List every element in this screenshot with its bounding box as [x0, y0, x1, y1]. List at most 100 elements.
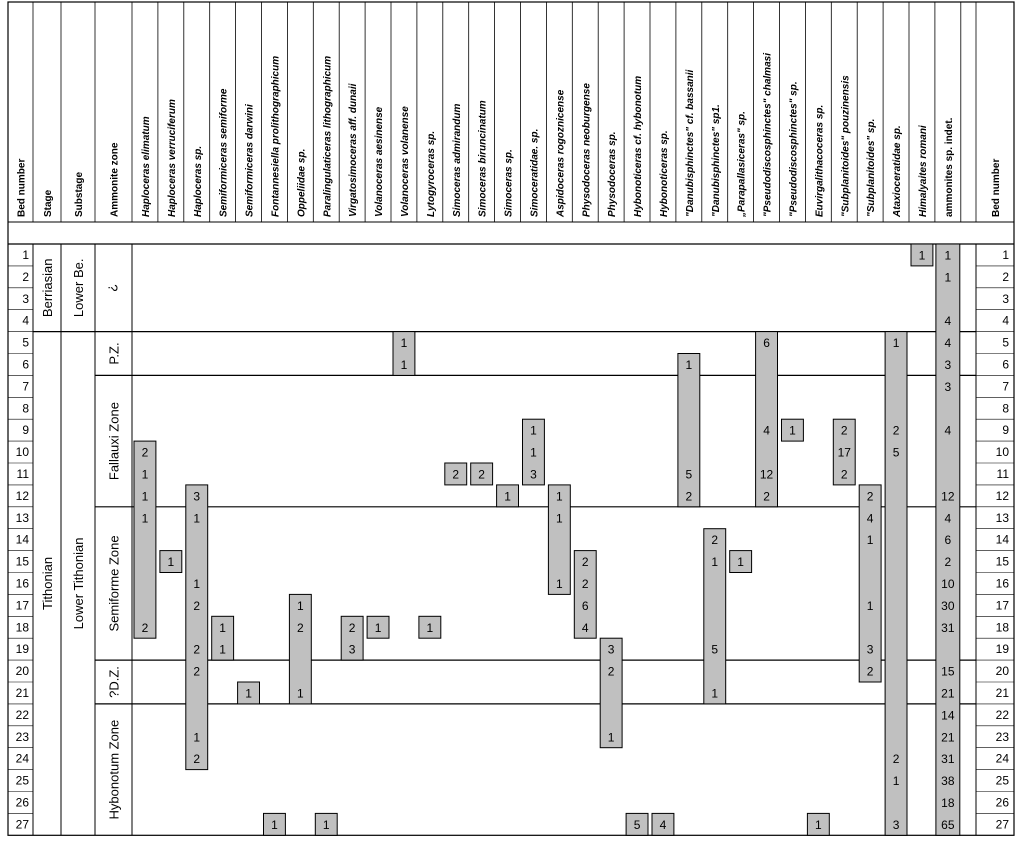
bed-number: 17 — [996, 598, 1010, 612]
count-label: 1 — [556, 577, 563, 591]
count-label: 1 — [245, 686, 252, 700]
count-label: 2 — [478, 467, 485, 481]
range-bar — [884, 331, 908, 836]
bed-number: 16 — [16, 576, 30, 590]
bed-number: 1 — [1002, 248, 1009, 262]
count-label: 1 — [945, 270, 952, 284]
taxon-header: Lytogyroceras sp. — [426, 131, 437, 217]
taxon-header: Haploceras elimatum — [141, 116, 152, 217]
count-label: 5 — [686, 467, 693, 481]
count-label: 38 — [941, 774, 955, 788]
bed-number: 27 — [16, 817, 30, 831]
zone-label: ? — [106, 284, 121, 291]
bed-number: 14 — [16, 533, 30, 547]
column-header: Bed number — [991, 159, 1002, 217]
bed-number: 2 — [22, 270, 29, 284]
count-label: 1 — [867, 599, 874, 613]
taxon-header: Simoceratidae. sp. — [529, 129, 540, 217]
bed-number: 25 — [16, 774, 30, 788]
taxon-header: Semiformiceras semiforme — [219, 88, 230, 217]
count-label: 1 — [686, 358, 693, 372]
range-bar — [832, 418, 856, 486]
count-label: 2 — [297, 621, 304, 635]
range-bar — [133, 440, 157, 639]
taxon-header: "Pseudodiscosphinctes" chalmasi — [763, 53, 774, 217]
count-label: 2 — [893, 752, 900, 766]
taxon-header: Virgatosimoceras aff. dunaii — [348, 83, 359, 217]
count-label: 2 — [686, 489, 693, 503]
count-label: 1 — [867, 533, 874, 547]
taxon-header: Volanoceras aesinense — [374, 106, 385, 217]
count-label: 1 — [556, 489, 563, 503]
range-bar — [729, 550, 753, 573]
count-label: 1 — [504, 489, 511, 503]
count-label: 31 — [941, 752, 955, 766]
count-label: 2 — [142, 621, 149, 635]
stage-label: Berriasian — [40, 259, 55, 318]
bed-number: 22 — [996, 708, 1010, 722]
count-label: 4 — [867, 511, 874, 525]
range-bar — [314, 812, 338, 836]
count-label: 4 — [945, 424, 952, 438]
range-bar — [781, 418, 804, 442]
count-label: 1 — [193, 511, 200, 525]
bed-number: 20 — [16, 664, 30, 678]
count-label: 1 — [401, 358, 408, 372]
count-label: 1 — [608, 730, 615, 744]
bed-number: 3 — [1002, 292, 1009, 306]
taxon-header: Simoceras admirandum — [452, 104, 463, 217]
count-label: 12 — [941, 489, 955, 503]
range-bar — [651, 812, 675, 836]
count-label: 65 — [941, 818, 955, 832]
taxon-header: Physodoceras sp. — [607, 131, 618, 217]
count-label: 1 — [401, 336, 408, 350]
count-label: 1 — [297, 686, 304, 700]
count-label: 1 — [142, 511, 149, 525]
count-label: 17 — [838, 446, 852, 460]
taxon-header: Euvirgalithacoceras sp. — [814, 105, 825, 217]
count-label: 4 — [945, 511, 952, 525]
taxon-header: Aspidoceras rogoznicense — [555, 89, 566, 218]
taxon-header: Hybonoticeras sp. — [659, 130, 670, 217]
taxon-header: Haploceras sp. — [193, 146, 204, 217]
count-label: 2 — [142, 446, 149, 460]
taxon-ranges — [133, 243, 961, 836]
bed-number: 18 — [996, 620, 1010, 634]
count-label: 21 — [941, 730, 955, 744]
range-bar — [935, 243, 961, 836]
count-label: 2 — [945, 555, 952, 569]
count-label: 2 — [193, 643, 200, 657]
count-label: 21 — [941, 686, 955, 700]
range-bar — [910, 243, 934, 267]
substage-label: Lower Be. — [71, 259, 86, 318]
bed-number: 20 — [996, 664, 1010, 678]
column-header: Substage — [74, 172, 85, 217]
count-label: 1 — [142, 467, 149, 481]
bed-number: 8 — [1002, 401, 1009, 415]
count-label: 1 — [271, 818, 278, 832]
count-label: 5 — [711, 643, 718, 657]
range-bar — [340, 615, 364, 661]
zone-label: P.Z. — [107, 342, 122, 364]
bed-number: 7 — [1002, 379, 1009, 393]
count-label: 2 — [582, 555, 589, 569]
bed-number: 11 — [997, 467, 1010, 481]
column-header: Stage — [43, 189, 54, 217]
bed-number: 24 — [996, 752, 1010, 766]
count-label: 3 — [893, 818, 900, 832]
taxon-header: Simoceras sp. — [504, 149, 515, 217]
count-label: 1 — [945, 248, 952, 262]
count-label: 12 — [760, 467, 774, 481]
range-bar — [599, 637, 623, 749]
range-bar — [858, 484, 882, 683]
bed-number: 24 — [16, 752, 30, 766]
bed-number: 7 — [22, 379, 29, 393]
range-bar — [263, 812, 286, 836]
taxon-header: Physodoceras neoburgense — [581, 83, 592, 217]
taxon-header: „Parapallasiceras" sp. — [737, 111, 748, 218]
count-label: 1 — [789, 424, 796, 438]
count-label: 3 — [349, 643, 356, 657]
count-label: 2 — [608, 665, 615, 679]
count-label: 1 — [142, 489, 149, 503]
range-bar — [547, 484, 571, 595]
